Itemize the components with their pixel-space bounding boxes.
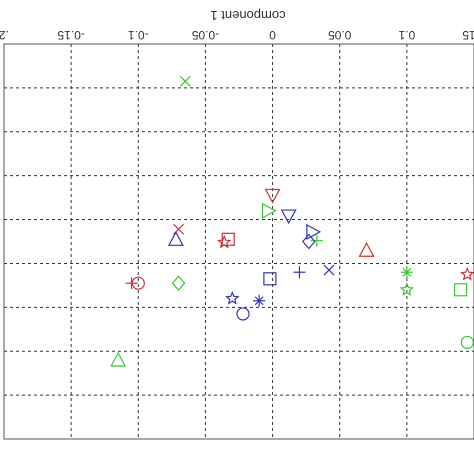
data-point-star — [399, 282, 415, 296]
x-tick-label: .2 — [0, 28, 9, 42]
x-tick-label: -0.1 — [128, 28, 149, 42]
x-tick-label: 0 — [269, 28, 276, 42]
data-point-triangle-right — [261, 202, 277, 219]
data-point-triangle-up — [358, 242, 375, 257]
data-point-triangle-down — [264, 188, 281, 204]
data-point-circle — [236, 307, 250, 321]
data-point-diamond — [302, 233, 316, 250]
x-tick-label: 0.1 — [398, 28, 415, 42]
data-point-x — [179, 75, 191, 87]
data-point-triangle-down — [280, 209, 297, 225]
data-point-triangle-right — [306, 223, 322, 240]
data-point-diamond — [171, 275, 186, 292]
x-tick-label: -0.15 — [57, 28, 85, 42]
data-point-square — [453, 283, 468, 297]
grid — [4, 44, 474, 439]
data-point-triangle-up — [110, 351, 127, 367]
data-points — [110, 75, 474, 367]
data-point-star — [460, 266, 474, 281]
x-tick-labels: .2 -0.15 -0.1 -0.05 0 0.05 0.1 0.15 — [0, 28, 474, 42]
data-point-circle — [460, 335, 474, 350]
data-point-triangle-up — [167, 231, 184, 246]
data-point-square — [221, 232, 235, 246]
data-point-plus — [125, 277, 138, 290]
data-point-asterisk — [253, 294, 266, 307]
plot-frame — [3, 43, 474, 440]
x-tick-label: -0.05 — [191, 28, 219, 42]
data-point-star — [217, 234, 232, 249]
data-point-plus — [293, 266, 306, 279]
data-point-asterisk — [400, 266, 413, 279]
data-point-x — [323, 264, 335, 276]
x-tick-label: 0.15 — [462, 28, 474, 42]
data-point-star — [225, 290, 240, 305]
x-tick-label: 0.05 — [328, 28, 352, 42]
chart-title: component 1 — [210, 8, 285, 23]
data-point-plus — [310, 234, 323, 247]
data-point-square — [263, 272, 277, 286]
